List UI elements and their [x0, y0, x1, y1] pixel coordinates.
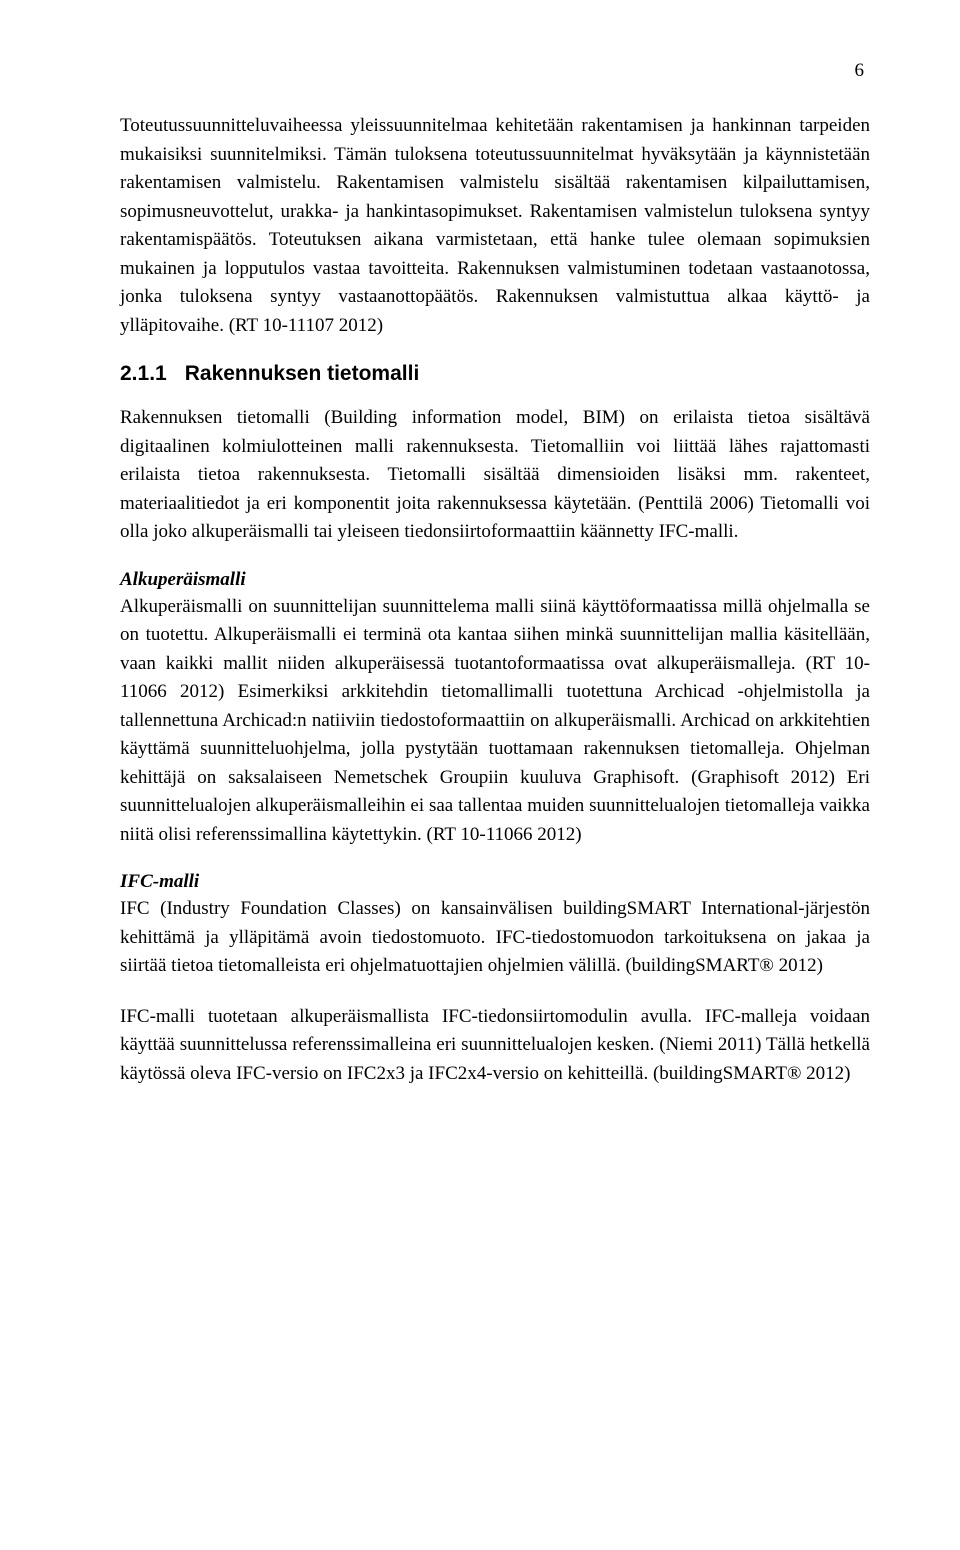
- section-title: Rakennuksen tietomalli: [185, 362, 420, 385]
- section-number: 2.1.1: [120, 362, 167, 385]
- paragraph-ifc-1: IFC (Industry Foundation Classes) on kan…: [120, 895, 870, 981]
- subheading-ifc: IFC-malli: [120, 871, 870, 893]
- page-number: 6: [120, 60, 870, 82]
- section-heading: 2.1.1 Rakennuksen tietomalli: [120, 362, 870, 386]
- paragraph-tietomalli: Rakennuksen tietomalli (Building informa…: [120, 404, 870, 547]
- paragraph-ifc-2: IFC-malli tuotetaan alkuperäismallista I…: [120, 1003, 870, 1089]
- subheading-alkuperaismalli: Alkuperäismalli: [120, 569, 870, 591]
- paragraph-alkuperaismalli: Alkuperäismalli on suunnittelijan suunni…: [120, 593, 870, 850]
- paragraph-intro: Toteutussuunnitteluvaiheessa yleissuunni…: [120, 112, 870, 340]
